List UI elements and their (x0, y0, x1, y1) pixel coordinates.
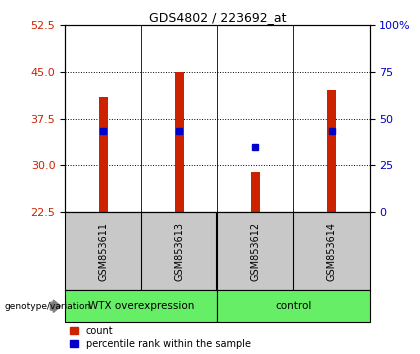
Bar (218, 290, 370, 322)
Bar (65, 290, 218, 322)
Text: genotype/variation: genotype/variation (4, 302, 90, 311)
Text: control: control (275, 301, 312, 311)
Bar (99, 97, 108, 212)
Bar (327, 90, 336, 212)
Text: GSM853612: GSM853612 (250, 222, 260, 281)
Legend: count, percentile rank within the sample: count, percentile rank within the sample (70, 326, 250, 349)
Text: WTX overexpression: WTX overexpression (88, 301, 194, 311)
Text: GSM853613: GSM853613 (174, 222, 184, 281)
Bar (251, 172, 260, 212)
Title: GDS4802 / 223692_at: GDS4802 / 223692_at (149, 11, 286, 24)
Text: GSM853611: GSM853611 (98, 222, 108, 281)
Bar (175, 72, 184, 212)
Text: GSM853614: GSM853614 (326, 222, 336, 281)
